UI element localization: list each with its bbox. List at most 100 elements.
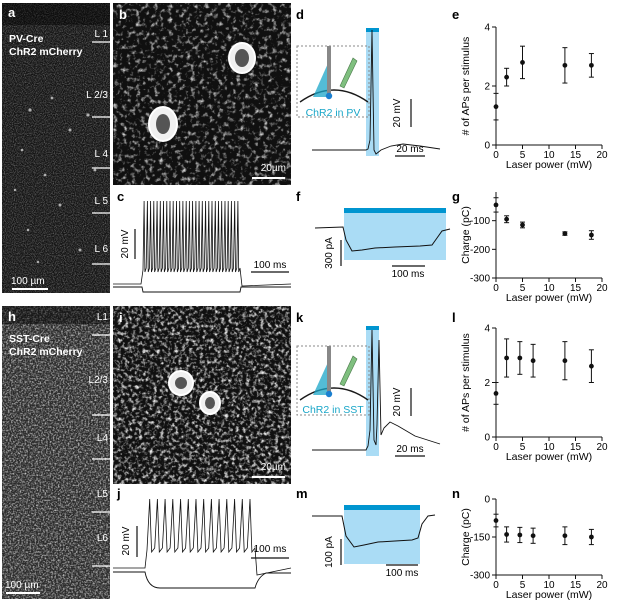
x-scale-label-k: 20 ms: [396, 444, 423, 455]
layer-label-h-1: L1: [97, 312, 109, 323]
y-scale-label-f: 300 pA: [324, 237, 335, 269]
x-tick-label-e-4: 20: [596, 150, 608, 161]
inset-box-d: [296, 45, 370, 118]
y-tick-label-n-2: 0: [484, 495, 490, 506]
layer-label-h-2: L2/3: [89, 375, 109, 386]
x-tick-label-g-4: 20: [596, 283, 608, 294]
scale-label-i: 20µm: [261, 462, 286, 473]
y-scale-label-c: 20 mV: [120, 229, 131, 258]
data-point-g-1: [504, 216, 509, 222]
panel-j: j 20 mV 100 ms: [113, 486, 292, 589]
data-point-n-2: [517, 532, 523, 538]
hyperpolarization-trace-j: [113, 571, 291, 589]
panel-c: c 20 mV 100 ms: [113, 189, 292, 293]
x-tick-label-g-0: 0: [493, 283, 499, 294]
current-trace-m: [312, 514, 436, 548]
y-scale-label-d: 20 mV: [392, 98, 403, 127]
x-scale-label-m: 100 ms: [386, 568, 419, 579]
data-point-l-3: [530, 358, 536, 364]
panel-letter-i: i: [119, 310, 123, 325]
layer-label-h-4: L5: [97, 489, 109, 500]
data-point-e-0: [493, 104, 499, 110]
panel-letter-l: l: [452, 310, 456, 325]
x-tick-label-e-0: 0: [493, 150, 499, 161]
x-tick-label-e-2: 10: [543, 150, 555, 161]
charts: e 0 2 4 0 5 10 15 20 Laser power (mW) # of APs per…: [452, 7, 608, 601]
panel-letter-m: m: [296, 486, 308, 501]
y-tick-label-n-1: -150: [470, 533, 490, 544]
data-point-n-4: [562, 533, 568, 539]
panel-d: d ChR2 in PV 20 mV 20 ms: [296, 7, 441, 157]
x-tick-label-n-4: 20: [596, 580, 608, 591]
panel-i: i 20µm: [113, 306, 291, 484]
scale-label-a: 100 µm: [11, 276, 45, 287]
panel-letter-e: e: [452, 7, 459, 22]
voltage-trace-c: [113, 200, 292, 287]
panel-letter-b: b: [119, 7, 127, 22]
data-point-g-4: [589, 232, 594, 238]
panel-letter-k: k: [296, 310, 304, 325]
data-point-g-0: [493, 202, 499, 208]
optic-fiber-d: [327, 46, 331, 98]
panel-letter-g: g: [452, 189, 460, 204]
x-tick-label-e-1: 5: [520, 150, 526, 161]
data-point-l-2: [517, 355, 523, 361]
y-tick-label-l-0: 0: [484, 433, 490, 444]
y-tick-label-e-0: 0: [484, 141, 490, 152]
voltage-trace-d: [312, 29, 441, 155]
genotype-label-h: SST-Cre: [9, 333, 50, 345]
electrode-k: [339, 355, 358, 387]
x-tick-label-n-0: 0: [493, 580, 499, 591]
x-scale-label-j: 100 ms: [254, 544, 287, 555]
data-point-e-1: [504, 74, 509, 80]
data-point-e-4: [589, 62, 594, 68]
voltage-trace-k: [312, 329, 441, 451]
y-axis-label-g: Charge (pC): [460, 206, 472, 264]
data-point-g-2: [520, 222, 525, 228]
panel-k: k ChR2 in SST 20 mV 20 ms: [296, 310, 441, 457]
y-axis-label-n: Charge (pC): [460, 508, 472, 566]
electrode-d: [339, 57, 358, 89]
laser-bar-d: [366, 28, 379, 32]
y-axis-label-e: # of APs per stimulus: [460, 37, 472, 136]
layer-label-a-5: L 6: [94, 244, 108, 255]
data-point-n-0: [493, 518, 499, 523]
chart-l: l 0 2 4 0 5 10 15 20 Laser power (mW) # of APs per…: [452, 310, 608, 463]
reporter-label-a: ChR2 mCherry: [9, 46, 83, 58]
laser-bar-f: [344, 208, 446, 213]
panel-letter-h: h: [8, 309, 16, 324]
y-scale-label-m: 100 pA: [324, 536, 335, 568]
data-point-e-3: [562, 62, 568, 68]
data-point-l-0: [493, 391, 499, 396]
y-scale-label-k: 20 mV: [392, 387, 403, 416]
chart-e: e 0 2 4 0 5 10 15 20 Laser power (mW) # of APs per…: [452, 7, 608, 171]
data-point-e-2: [520, 60, 525, 65]
y-tick-label-l-2: 4: [484, 324, 490, 335]
optic-fiber-k: [327, 346, 331, 396]
x-tick-label-e-3: 15: [570, 150, 582, 161]
data-point-n-1: [504, 532, 509, 537]
x-axis-label-n: Laser power (mW): [506, 589, 592, 601]
panel-h: h SST-Cre ChR2 mCherry L1 L2/3 L4 L5 L6 …: [2, 306, 110, 599]
genotype-label-a: PV-Cre: [9, 33, 44, 45]
y-tick-label-g-1: -200: [470, 245, 490, 256]
x-scale-label-f: 100 ms: [392, 269, 425, 280]
laser-window-f: [344, 211, 446, 260]
voltage-trace-j: [113, 498, 292, 576]
inset-label-k: ChR2 in SST: [302, 404, 364, 416]
x-axis-label-g: Laser power (mW): [506, 292, 592, 304]
y-tick-label-e-1: 2: [484, 82, 490, 93]
panel-letter-d: d: [296, 7, 304, 22]
panel-letter-a: a: [8, 5, 16, 20]
y-tick-label-g-2: -100: [470, 216, 490, 227]
data-point-g-3: [562, 231, 568, 236]
x-scale-label-d: 20 ms: [396, 144, 423, 155]
x-tick-label-l-0: 0: [493, 442, 499, 453]
layer-label-a-1: L 1: [94, 29, 108, 40]
data-point-n-5: [589, 534, 594, 540]
x-tick-label-n-3: 15: [570, 580, 582, 591]
panel-m: m 100 pA 100 ms: [296, 486, 436, 579]
data-point-l-1: [504, 355, 509, 361]
data-point-l-5: [589, 363, 594, 369]
